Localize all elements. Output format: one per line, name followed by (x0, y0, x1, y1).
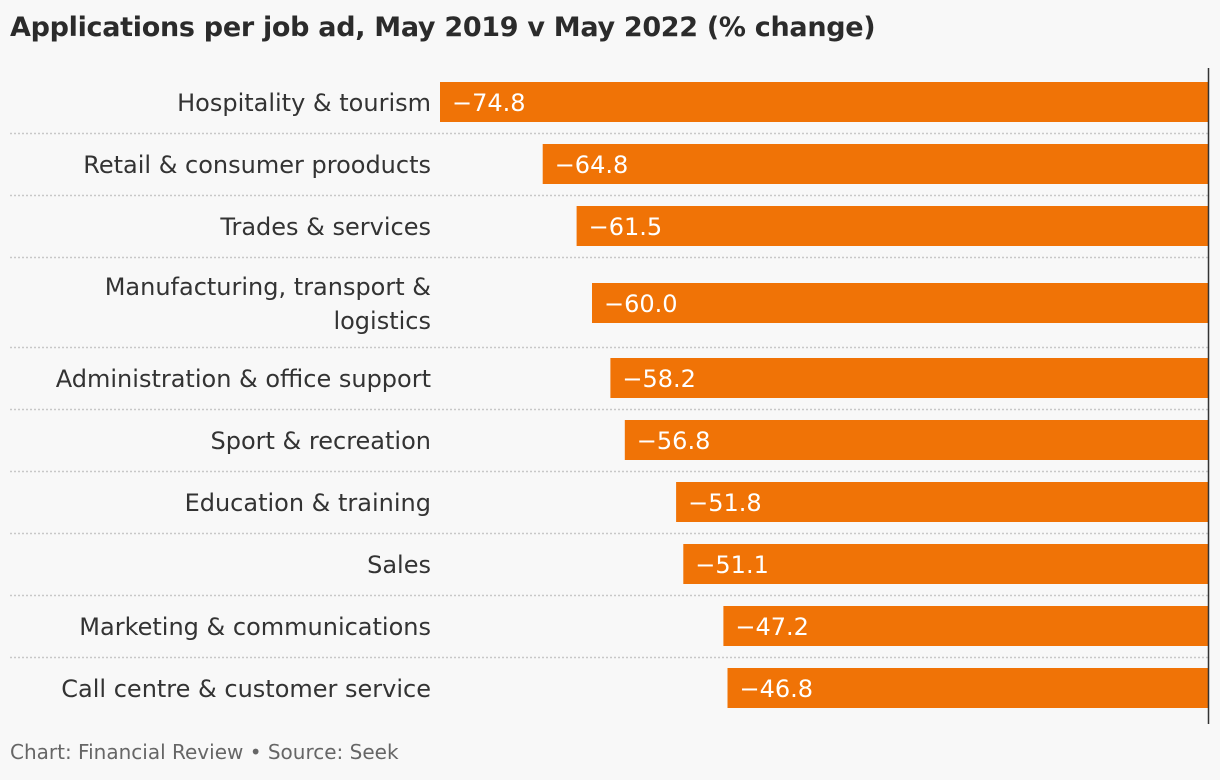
bar-value-label: −74.8 (452, 89, 526, 117)
bar (576, 206, 1208, 246)
bar (676, 482, 1208, 522)
bar-value-label: −56.8 (637, 427, 711, 455)
category-label: Call centre & customer service (61, 675, 431, 703)
category-label: Education & training (185, 489, 431, 517)
bar (542, 144, 1208, 184)
category-label: Sport & recreation (211, 427, 432, 455)
bar-value-label: −47.2 (735, 613, 809, 641)
bar (683, 544, 1208, 584)
category-label: Retail & consumer prooducts (83, 151, 431, 179)
category-label: Trades & services (219, 213, 431, 241)
category-label: Administration & office support (56, 365, 431, 393)
bar-value-label: −58.2 (622, 365, 696, 393)
bar-value-label: −51.8 (688, 489, 762, 517)
bar-value-label: −60.0 (604, 290, 678, 318)
bar-value-label: −51.1 (695, 551, 769, 579)
bar (727, 668, 1208, 708)
category-label: Marketing & communications (79, 613, 431, 641)
chart-source-footer: Chart: Financial Review • Source: Seek (10, 740, 399, 764)
bar (610, 358, 1208, 398)
category-label: logistics (333, 307, 431, 335)
category-label: Manufacturing, transport & (105, 273, 431, 301)
bar (723, 606, 1208, 646)
chart-title: Applications per job ad, May 2019 v May … (10, 12, 876, 43)
bar (592, 283, 1208, 323)
bar (440, 82, 1208, 122)
bar-value-label: −61.5 (589, 213, 663, 241)
bar-value-label: −64.8 (555, 151, 629, 179)
bar (624, 420, 1208, 460)
category-label: Hospitality & tourism (177, 89, 431, 117)
category-label: Sales (367, 551, 431, 579)
bar-value-label: −46.8 (740, 675, 814, 703)
